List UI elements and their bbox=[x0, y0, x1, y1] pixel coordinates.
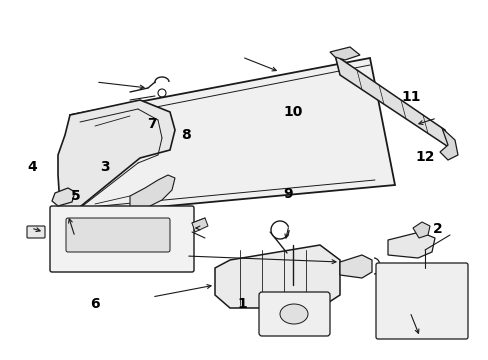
Text: 7: 7 bbox=[146, 117, 156, 131]
Polygon shape bbox=[387, 232, 434, 258]
Text: 3: 3 bbox=[100, 161, 110, 174]
Polygon shape bbox=[329, 47, 359, 60]
Text: 12: 12 bbox=[415, 150, 434, 163]
Text: 4: 4 bbox=[27, 161, 37, 174]
Text: 5: 5 bbox=[71, 189, 81, 203]
Polygon shape bbox=[334, 55, 449, 148]
Text: 8: 8 bbox=[181, 128, 190, 142]
Polygon shape bbox=[58, 100, 175, 215]
Text: 1: 1 bbox=[237, 297, 246, 311]
Polygon shape bbox=[215, 245, 339, 308]
Polygon shape bbox=[130, 175, 175, 210]
FancyBboxPatch shape bbox=[375, 263, 467, 339]
Polygon shape bbox=[339, 255, 371, 278]
Text: 10: 10 bbox=[283, 105, 303, 118]
Polygon shape bbox=[52, 188, 75, 206]
Polygon shape bbox=[70, 58, 394, 215]
Text: 11: 11 bbox=[400, 90, 420, 104]
Polygon shape bbox=[412, 222, 429, 238]
FancyBboxPatch shape bbox=[50, 206, 194, 272]
Ellipse shape bbox=[280, 304, 307, 324]
FancyBboxPatch shape bbox=[66, 218, 170, 252]
Polygon shape bbox=[192, 218, 207, 232]
FancyBboxPatch shape bbox=[27, 226, 45, 238]
Polygon shape bbox=[439, 128, 457, 160]
Text: 6: 6 bbox=[90, 297, 100, 311]
FancyBboxPatch shape bbox=[259, 292, 329, 336]
Text: 2: 2 bbox=[432, 222, 442, 235]
Text: 9: 9 bbox=[283, 188, 293, 201]
